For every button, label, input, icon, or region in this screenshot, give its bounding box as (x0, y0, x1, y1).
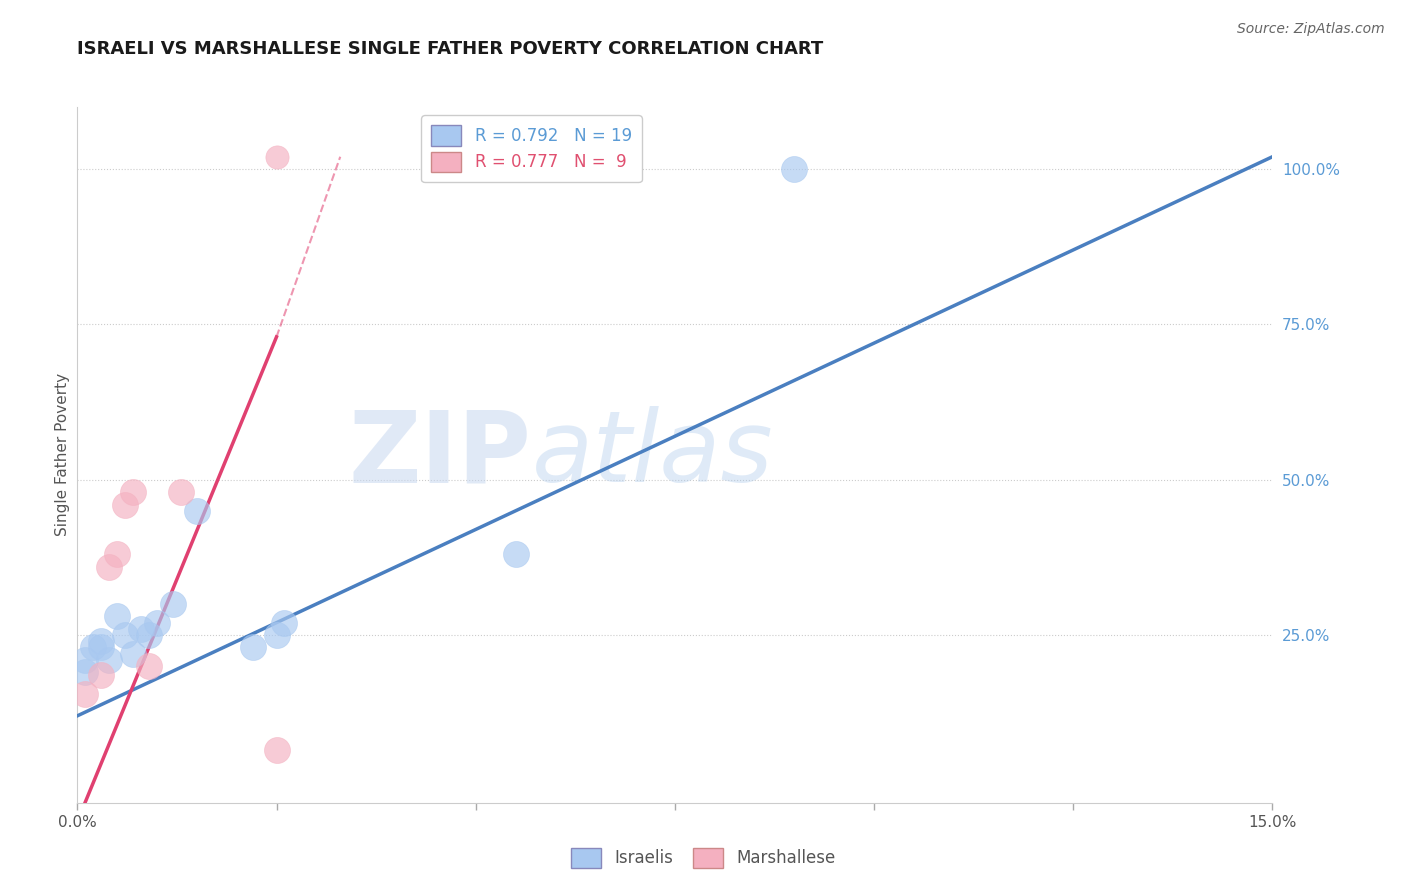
Text: Source: ZipAtlas.com: Source: ZipAtlas.com (1237, 22, 1385, 37)
Point (242, 640, 264, 655)
Point (505, 547, 527, 561)
Point (266, 150, 288, 164)
Point (98, 653, 121, 667)
Point (162, 597, 184, 611)
Point (122, 485, 145, 500)
Point (114, 628, 136, 642)
Text: ISRAELI VS MARSHALLESE SINGLE FATHER POVERTY CORRELATION CHART: ISRAELI VS MARSHALLESE SINGLE FATHER POV… (77, 40, 824, 58)
Point (266, 743, 288, 757)
Point (90, 640, 112, 655)
Point (266, 628, 288, 642)
Point (170, 485, 193, 500)
Legend: R = 0.792   N = 19, R = 0.777   N =  9: R = 0.792 N = 19, R = 0.777 N = 9 (422, 115, 641, 182)
Point (90, 668, 112, 682)
Point (75, 665, 97, 680)
Point (138, 628, 160, 642)
Point (146, 615, 169, 630)
Y-axis label: Single Father Poverty: Single Father Poverty (55, 374, 70, 536)
Point (273, 615, 295, 630)
Point (129, 622, 152, 636)
Point (186, 504, 208, 518)
Point (783, 162, 806, 177)
Point (90, 634, 112, 648)
Point (138, 659, 160, 673)
Point (105, 547, 128, 561)
Point (114, 498, 136, 512)
Point (105, 609, 128, 624)
Text: atlas: atlas (531, 407, 773, 503)
Point (122, 647, 145, 661)
Point (98, 559, 121, 574)
Point (75, 687, 97, 701)
Point (82, 640, 104, 655)
Legend: Israelis, Marshallese: Israelis, Marshallese (564, 841, 842, 875)
Text: ZIP: ZIP (349, 407, 531, 503)
Point (75, 653, 97, 667)
